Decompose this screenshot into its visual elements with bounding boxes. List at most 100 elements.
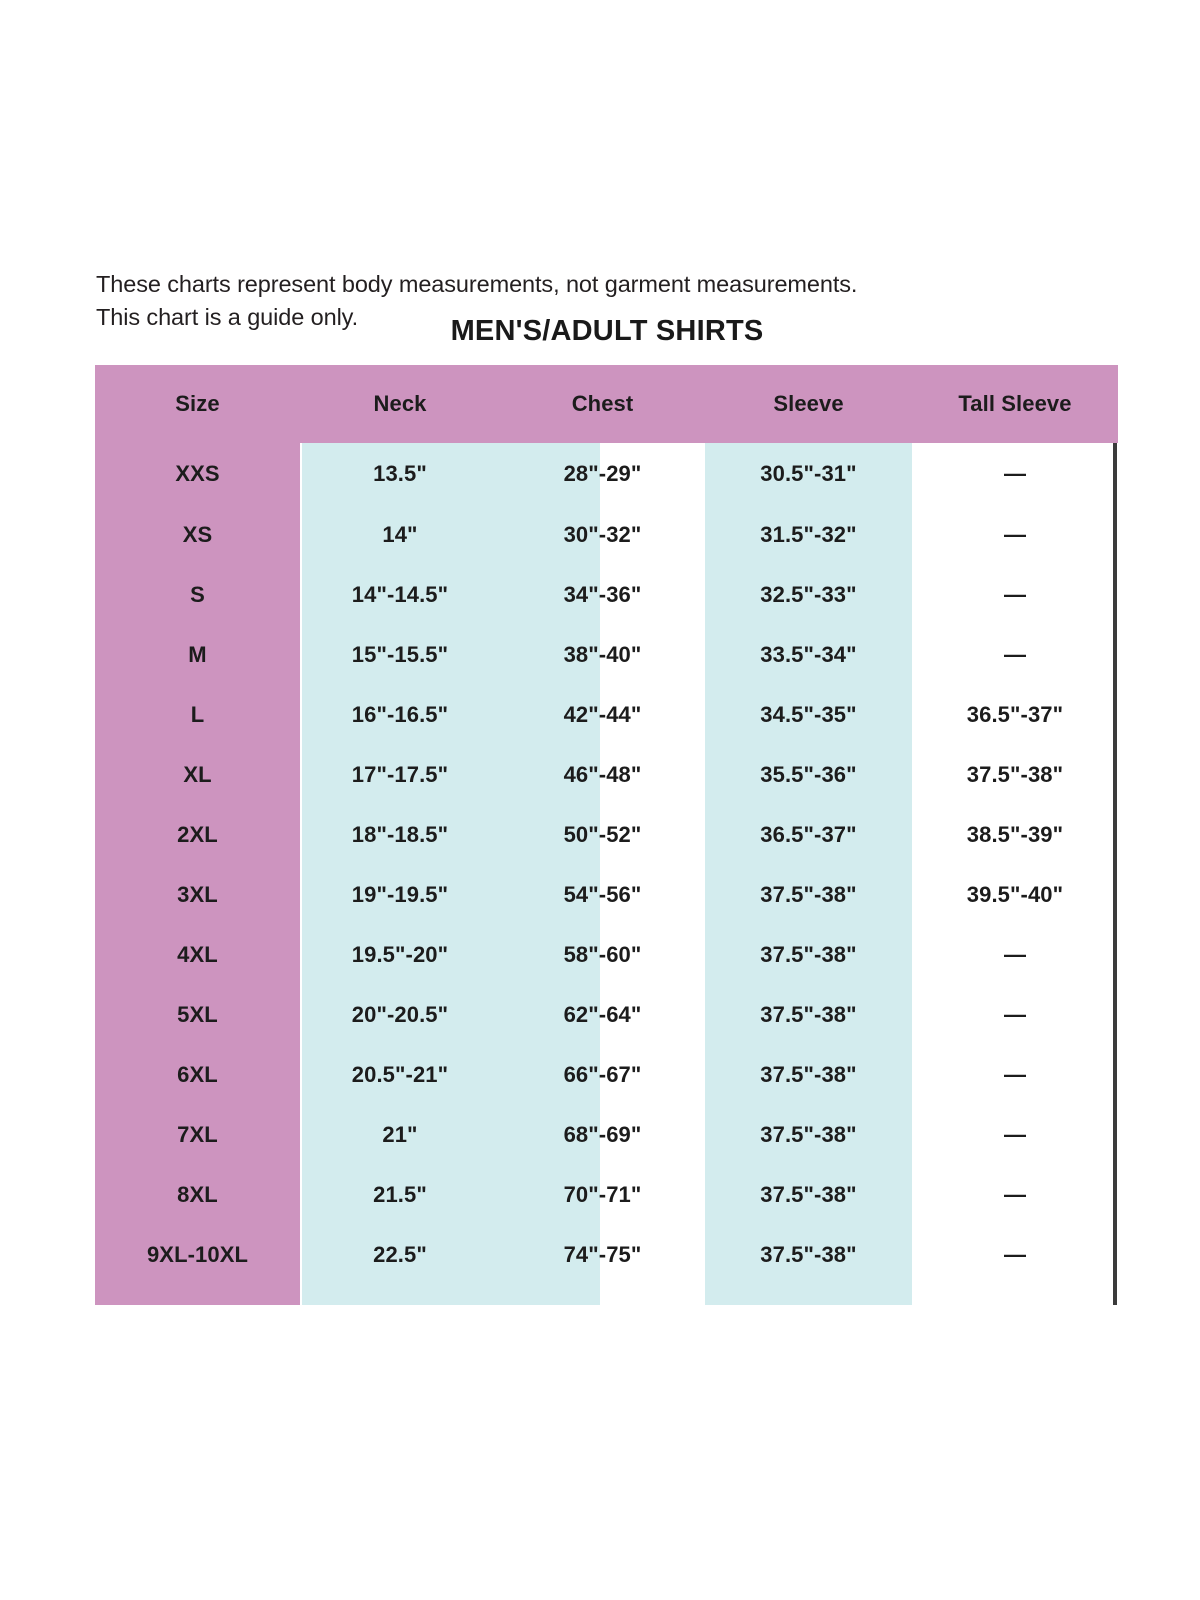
cell-neck: 18"-18.5": [351, 822, 449, 847]
column-header-neck: Neck: [373, 391, 427, 416]
table-row: XXS 13.5" 28"-29" 30.5"-31" —: [95, 443, 1118, 505]
cell-tall-sleeve: 38.5"-39": [966, 822, 1064, 847]
table-row: S 14"-14.5" 34"-36" 32.5"-33" —: [95, 565, 1118, 625]
size-column-background: [95, 365, 300, 1305]
neck-column-highlight: [302, 443, 600, 1305]
cell-chest: 62"-64": [563, 1002, 642, 1027]
table-row: 3XL 19"-19.5" 54"-56" 37.5"-38" 39.5"-40…: [95, 865, 1118, 925]
column-header-sleeve: Sleeve: [773, 391, 844, 416]
page-title: MEN'S/ADULT SHIRTS: [450, 315, 764, 347]
cell-neck: 22.5": [373, 1242, 427, 1267]
cell-sleeve: 33.5"-34": [760, 642, 857, 667]
table-header-row: Size Neck Chest Sleeve Tall Sleeve: [95, 365, 1118, 443]
measurement-disclaimer: These charts represent body measurements…: [96, 271, 858, 330]
cell-tall-sleeve: 37.5"-38": [966, 762, 1064, 787]
cell-chest: 42"-44": [563, 702, 642, 727]
cell-neck: 14"-14.5": [351, 582, 449, 607]
table-right-rule: [1113, 443, 1117, 1305]
column-header-size: Size: [175, 391, 220, 416]
table-row: 2XL 18"-18.5" 50"-52" 36.5"-37" 38.5"-39…: [95, 805, 1118, 865]
cell-neck: 15"-15.5": [351, 642, 449, 667]
cell-sleeve: 37.5"-38": [760, 1182, 857, 1207]
table-row: 9XL-10XL 22.5" 74"-75" 37.5"-38" —: [95, 1225, 1118, 1285]
cell-sleeve: 30.5"-31": [760, 461, 857, 486]
cell-sleeve: 37.5"-38": [760, 882, 857, 907]
cell-neck: 14": [382, 522, 418, 547]
column-header-chest: Chest: [571, 391, 634, 416]
cell-neck: 20.5"-21": [351, 1062, 449, 1087]
cell-tall-sleeve: —: [1003, 522, 1027, 547]
cell-chest: 30"-32": [563, 522, 642, 547]
cell-sleeve: 37.5"-38": [760, 942, 857, 967]
cell-tall-sleeve: —: [1003, 1182, 1027, 1207]
cell-size: 7XL: [177, 1122, 218, 1147]
cell-sleeve: 37.5"-38": [760, 1062, 857, 1087]
cell-tall-sleeve: —: [1003, 1062, 1027, 1087]
cell-sleeve: 36.5"-37": [760, 822, 857, 847]
cell-neck: 21": [382, 1122, 418, 1147]
cell-size: L: [190, 702, 205, 727]
table-row: L 16"-16.5" 42"-44" 34.5"-35" 36.5"-37": [95, 685, 1118, 745]
table-row: XS 14" 30"-32" 31.5"-32" —: [95, 505, 1118, 565]
cell-tall-sleeve: —: [1003, 1242, 1027, 1267]
table-row: 7XL 21" 68"-69" 37.5"-38" —: [95, 1105, 1118, 1165]
cell-tall-sleeve: —: [1003, 942, 1027, 967]
cell-chest: 54"-56": [563, 882, 642, 907]
cell-neck: 21.5": [373, 1182, 427, 1207]
cell-chest: 50"-52": [563, 822, 642, 847]
cell-tall-sleeve: 36.5"-37": [966, 702, 1064, 727]
cell-size: 5XL: [177, 1002, 218, 1027]
cell-chest: 70"-71": [563, 1182, 642, 1207]
cell-sleeve: 37.5"-38": [760, 1242, 857, 1267]
cell-neck: 16"-16.5": [351, 702, 449, 727]
cell-size: 8XL: [177, 1182, 218, 1207]
cell-chest: 74"-75": [563, 1242, 642, 1267]
cell-chest: 68"-69": [563, 1122, 642, 1147]
cell-sleeve: 34.5"-35": [760, 702, 857, 727]
cell-sleeve: 37.5"-38": [760, 1002, 857, 1027]
cell-tall-sleeve: —: [1003, 461, 1027, 486]
size-chart-grid: Size Neck Chest Sleeve Tall Sleeve XXS 1…: [95, 365, 1118, 1285]
cell-size: 4XL: [177, 942, 218, 967]
table-row: 5XL 20"-20.5" 62"-64" 37.5"-38" —: [95, 985, 1118, 1045]
cell-neck: 13.5": [373, 461, 427, 486]
cell-sleeve: 35.5"-36": [760, 762, 857, 787]
size-chart-table: Size Neck Chest Sleeve Tall Sleeve XXS 1…: [95, 365, 1118, 1285]
cell-tall-sleeve: —: [1003, 1122, 1027, 1147]
cell-tall-sleeve: 39.5"-40": [966, 882, 1064, 907]
table-row: M 15"-15.5" 38"-40" 33.5"-34" —: [95, 625, 1118, 685]
cell-chest: 66"-67": [563, 1062, 642, 1087]
cell-size: 6XL: [177, 1062, 218, 1087]
cell-neck: 19"-19.5": [351, 882, 449, 907]
cell-sleeve: 31.5"-32": [760, 522, 857, 547]
cell-tall-sleeve: —: [1003, 1002, 1027, 1027]
sleeve-column-highlight: [705, 443, 912, 1305]
cell-chest: 58"-60": [563, 942, 642, 967]
cell-size: XL: [183, 762, 212, 787]
cell-size: 2XL: [177, 822, 218, 847]
cell-size: 9XL-10XL: [146, 1242, 249, 1267]
table-row: XL 17"-17.5" 46"-48" 35.5"-36" 37.5"-38": [95, 745, 1118, 805]
cell-size: 3XL: [177, 882, 218, 907]
cell-sleeve: 32.5"-33": [760, 582, 857, 607]
cell-chest: 28"-29": [563, 461, 642, 486]
cell-size: XXS: [175, 461, 220, 486]
cell-chest: 34"-36": [563, 582, 642, 607]
cell-neck: 19.5"-20": [351, 942, 449, 967]
table-row: 8XL 21.5" 70"-71" 37.5"-38" —: [95, 1165, 1118, 1225]
column-header-tall-sleeve: Tall Sleeve: [958, 391, 1072, 416]
table-row: 6XL 20.5"-21" 66"-67" 37.5"-38" —: [95, 1045, 1118, 1105]
size-chart-table-wrapper: Size Neck Chest Sleeve Tall Sleeve XXS 1…: [95, 365, 1118, 1305]
cell-neck: 17"-17.5": [351, 762, 449, 787]
cell-chest: 38"-40": [563, 642, 642, 667]
cell-tall-sleeve: —: [1003, 582, 1027, 607]
cell-tall-sleeve: —: [1003, 642, 1027, 667]
cell-sleeve: 37.5"-38": [760, 1122, 857, 1147]
cell-neck: 20"-20.5": [351, 1002, 449, 1027]
cell-size: S: [190, 582, 205, 607]
cell-size: XS: [182, 522, 213, 547]
table-row: 4XL 19.5"-20" 58"-60" 37.5"-38" —: [95, 925, 1118, 985]
cell-chest: 46"-48": [563, 762, 642, 787]
cell-size: M: [188, 642, 207, 667]
